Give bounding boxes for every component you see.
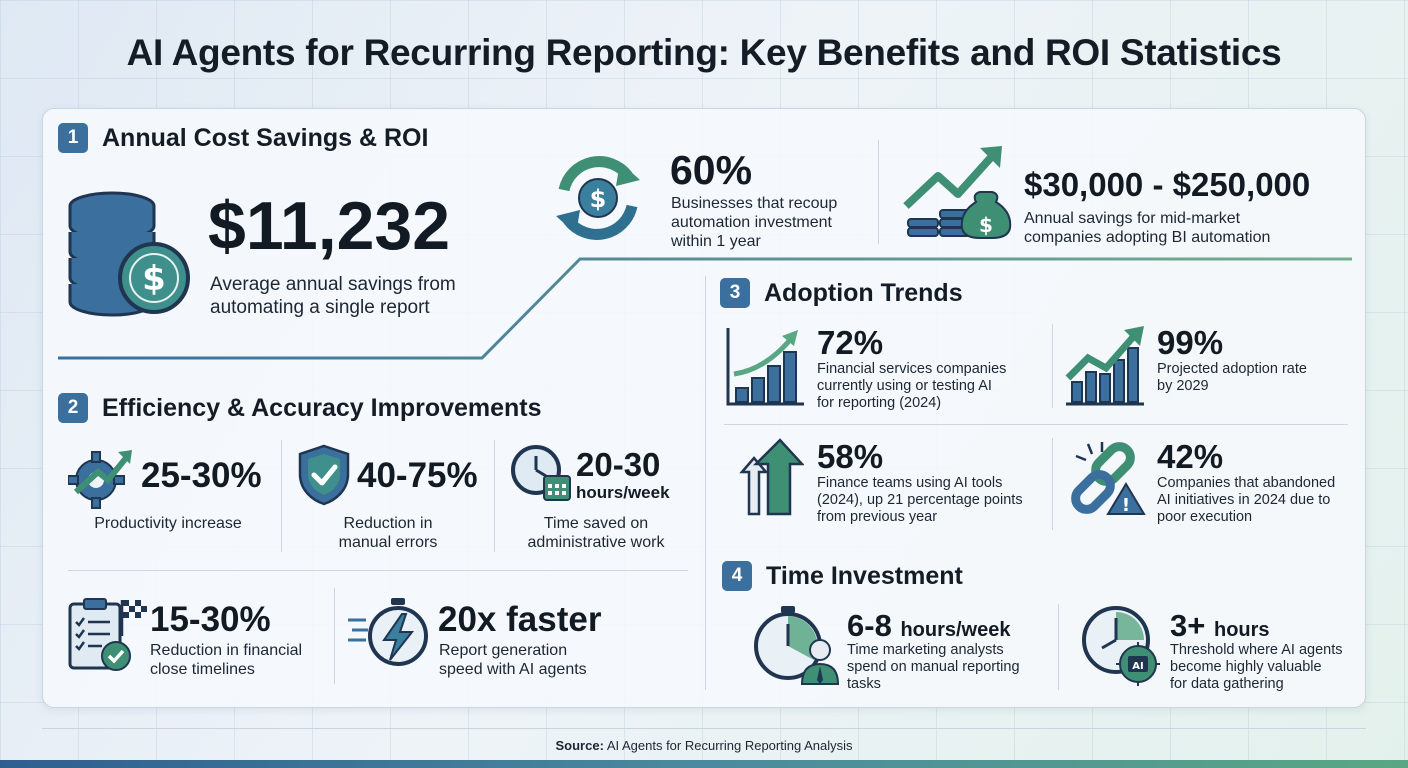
fin-services-value: 72%: [817, 324, 884, 361]
dollar-cycle-icon: $: [550, 150, 646, 246]
section-number: 1: [58, 123, 88, 153]
threshold-value: 3+ hours: [1170, 608, 1270, 643]
shield-check-icon: [298, 444, 350, 506]
finance-teams-value: 58%: [817, 438, 884, 475]
svg-text:AI: AI: [1132, 661, 1143, 672]
section-title: Time Investment: [766, 561, 963, 590]
recoup-value: 60%: [670, 147, 753, 193]
clock-ai-brain-icon: AI: [1080, 602, 1164, 686]
analyst-time-desc: Time marketing analysts spend on manual …: [847, 642, 1020, 692]
abandoned-value: 42%: [1157, 438, 1224, 475]
annual-savings-desc: Average annual savings from automating a…: [210, 274, 456, 318]
errors-desc: Reduction in manual errors: [338, 515, 438, 551]
svg-text:$: $: [979, 213, 993, 237]
source-text: AI Agents for Recurring Reporting Analys…: [606, 738, 853, 753]
threshold-desc: Threshold where AI agents become highly …: [1170, 642, 1343, 692]
footer-bar: [0, 760, 1408, 768]
checklist-flag-icon: [68, 596, 148, 672]
svg-text:$: $: [590, 185, 607, 213]
analyst-time-value: 6-8 hours/week: [847, 608, 1011, 643]
svg-text:!: !: [1122, 495, 1130, 516]
section-number: 3: [720, 278, 750, 308]
page-title: AI Agents for Recurring Reporting: Key B…: [126, 32, 1282, 73]
midmarket-savings-desc: Annual savings for mid-market companies …: [1024, 210, 1271, 246]
growth-money-bag-icon: $: [902, 142, 1012, 246]
faster-value: 20x faster: [438, 600, 602, 639]
fin-services-desc: Financial services companies currently u…: [817, 361, 1007, 411]
bar-chart-arrow-icon: [1064, 324, 1148, 408]
section-number: 2: [58, 393, 88, 423]
section-4-header: 4 Time Investment: [722, 561, 963, 591]
section-2-header: 2 Efficiency & Accuracy Improvements: [58, 393, 542, 423]
time-saved-unit: hours/week: [576, 483, 670, 502]
divider: [494, 440, 495, 552]
divider: [705, 276, 706, 690]
database-dollar-icon: $: [66, 190, 196, 320]
projected-value: 99%: [1157, 324, 1224, 361]
divider: [1052, 324, 1053, 408]
svg-text:$: $: [142, 259, 166, 299]
section-title: Adoption Trends: [764, 278, 963, 307]
divider: [281, 440, 282, 552]
errors-value: 40-75%: [357, 456, 478, 495]
divider: [334, 588, 335, 684]
section-3-header: 3 Adoption Trends: [720, 278, 963, 308]
bar-chart-growth-icon: [724, 326, 806, 408]
divider: [724, 424, 1348, 425]
divider: [68, 570, 688, 571]
footer-divider: [42, 728, 1366, 729]
finance-teams-desc: Finance teams using AI tools (2024), up …: [817, 475, 1023, 525]
broken-link-warning-icon: !: [1068, 438, 1148, 518]
up-arrows-icon: [728, 438, 804, 518]
divider: [1052, 438, 1053, 530]
annual-savings-value: $11,232: [208, 188, 451, 264]
source-note: Source: AI Agents for Recurring Reportin…: [0, 738, 1408, 753]
section-number: 4: [722, 561, 752, 591]
clock-calendar-icon: [510, 444, 572, 504]
divider: [1058, 604, 1059, 690]
time-saved-desc: Time saved on administrative work: [527, 515, 665, 551]
content-panel: [42, 108, 1366, 708]
faster-desc: Report generation speed with AI agents: [439, 642, 587, 678]
time-saved-value: 20-30: [576, 446, 661, 483]
stopwatch-person-icon: [752, 602, 840, 686]
stopwatch-lightning-icon: [346, 596, 430, 668]
projected-desc: Projected adoption rate by 2029: [1157, 361, 1307, 394]
close-timeline-value: 15-30%: [150, 600, 271, 639]
gear-arrow-icon: [68, 444, 134, 510]
productivity-value: 25-30%: [141, 456, 262, 495]
section-1-header: 1 Annual Cost Savings & ROI: [58, 123, 428, 153]
section-divider-line: [58, 257, 1352, 360]
recoup-desc: Businesses that recoup automation invest…: [671, 195, 838, 250]
section-title: Efficiency & Accuracy Improvements: [102, 393, 542, 422]
close-timeline-desc: Reduction in financial close timelines: [150, 642, 303, 678]
section-title: Annual Cost Savings & ROI: [102, 123, 429, 152]
source-label: Source:: [555, 738, 604, 753]
abandoned-desc: Companies that abandoned AI initiatives …: [1157, 475, 1336, 525]
divider: [878, 140, 879, 244]
productivity-desc: Productivity increase: [94, 515, 242, 532]
midmarket-savings-value: $30,000 - $250,000: [1024, 166, 1311, 203]
